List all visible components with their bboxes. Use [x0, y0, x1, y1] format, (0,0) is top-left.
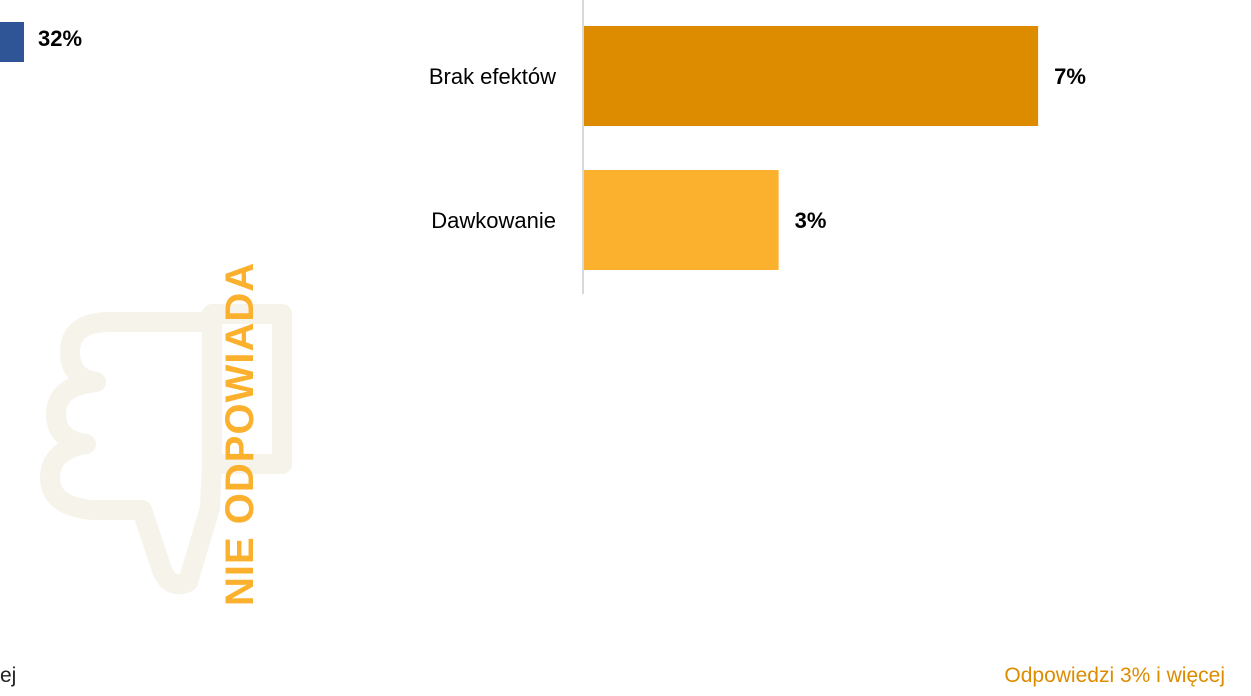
bar-0 — [584, 26, 1039, 126]
category-label-0: Brak efektów — [429, 64, 556, 89]
value-label-1: 3% — [795, 208, 827, 233]
left-bar-stub — [0, 22, 24, 62]
bar-1 — [584, 170, 779, 270]
value-label-0: 7% — [1054, 64, 1086, 89]
thumbs-down-icon — [40, 304, 292, 595]
footnote-left: ej — [0, 664, 17, 687]
left-value-label: 32% — [38, 26, 83, 51]
footnote-right: Odpowiedzi 3% i więcej — [1004, 664, 1225, 687]
category-label-1: Dawkowanie — [431, 208, 556, 233]
